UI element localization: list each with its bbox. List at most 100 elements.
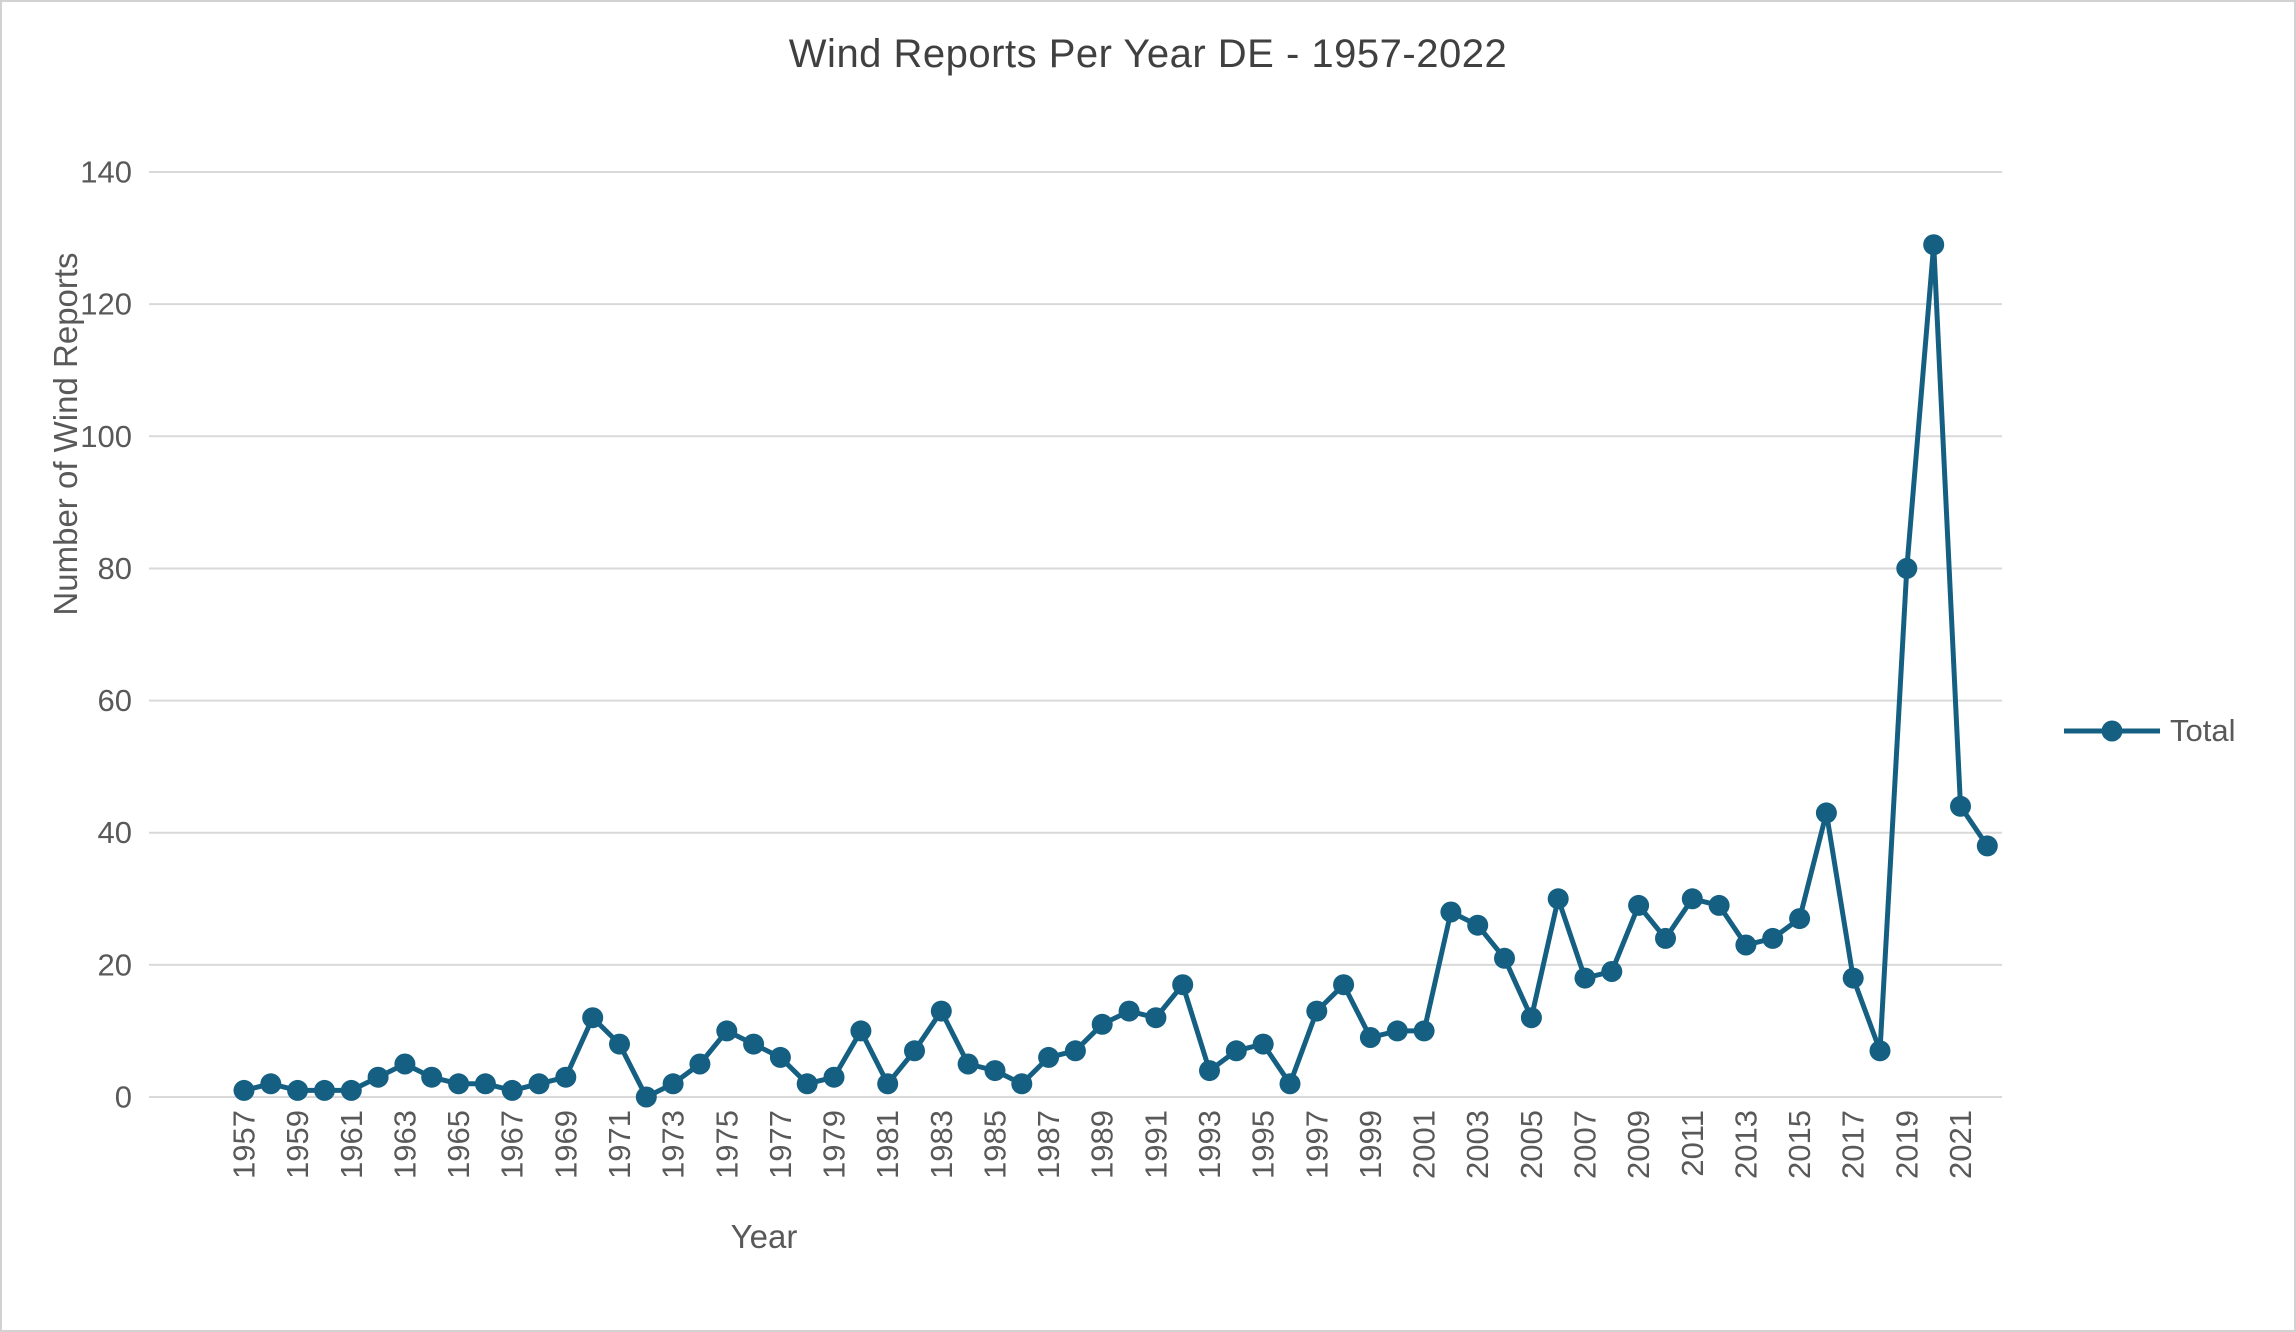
data-point-marker: [1145, 1007, 1167, 1029]
x-tick-label: 1977: [763, 1110, 798, 1179]
data-point-marker: [1172, 974, 1194, 996]
x-tick-label: 1959: [280, 1110, 315, 1179]
series-line: [241, 242, 1990, 1100]
data-point-marker: [1762, 927, 1784, 949]
data-point-marker: [689, 1053, 711, 1075]
x-tick-label: 1963: [387, 1110, 422, 1179]
data-point-marker: [635, 1086, 657, 1108]
data-point-marker: [394, 1053, 416, 1075]
chart-title: Wind Reports Per Year DE - 1957-2022: [788, 32, 1508, 76]
x-tick-label: 2003: [1460, 1110, 1495, 1179]
data-point-marker: [1789, 908, 1811, 930]
data-point-marker: [1306, 1000, 1328, 1022]
data-point-marker: [528, 1073, 550, 1095]
x-tick-label: 1989: [1085, 1110, 1120, 1179]
data-point-marker: [1896, 557, 1918, 579]
data-point-marker: [501, 1079, 523, 1101]
y-tick-label: 60: [98, 683, 132, 718]
x-tick-label: 1979: [817, 1110, 852, 1179]
data-point-marker: [474, 1073, 496, 1095]
x-tick-label: 1981: [870, 1110, 905, 1179]
data-point-marker: [1628, 894, 1650, 916]
data-point-marker: [1494, 947, 1515, 969]
data-point-marker: [1199, 1060, 1220, 1082]
x-tick-label: 2017: [1836, 1110, 1871, 1179]
x-tick-label: 2009: [1621, 1110, 1656, 1179]
data-point-marker: [1225, 1040, 1247, 1062]
data-point-marker: [1091, 1013, 1113, 1035]
data-point-marker: [1815, 802, 1837, 824]
data-point-marker: [260, 1073, 282, 1095]
data-point-marker: [984, 1060, 1006, 1082]
data-point-marker: [1601, 961, 1623, 982]
data-point-marker: [796, 1073, 818, 1095]
data-point-marker: [1413, 1020, 1435, 1042]
data-point-marker: [1467, 914, 1489, 936]
data-point-marker: [1252, 1033, 1274, 1055]
y-tick-label: 40: [98, 815, 132, 850]
x-tick-label: 1983: [924, 1110, 959, 1179]
data-point-marker: [1923, 234, 1945, 256]
x-tick-label: 2015: [1782, 1110, 1817, 1179]
data-point-marker: [448, 1073, 470, 1095]
data-point-marker: [1869, 1040, 1891, 1062]
x-tick-label: 1999: [1353, 1110, 1388, 1179]
x-tick-label: 2021: [1943, 1110, 1978, 1179]
x-tick-label: 1975: [709, 1110, 744, 1179]
x-axis-title: Year: [730, 1218, 798, 1255]
data-point-marker: [1547, 888, 1569, 910]
data-point-marker: [367, 1066, 389, 1088]
x-tick-label: 1985: [977, 1110, 1012, 1179]
x-tick-label: 1969: [548, 1110, 583, 1179]
x-tick-label: 2001: [1407, 1110, 1442, 1179]
x-tick-label: 2007: [1568, 1110, 1603, 1179]
x-tick-label: 1973: [656, 1110, 691, 1179]
x-tick-label: 1967: [495, 1110, 530, 1179]
data-point-marker: [1681, 888, 1703, 910]
data-point-marker: [1440, 901, 1462, 923]
x-tick-label: 2011: [1675, 1110, 1710, 1177]
data-point-marker: [582, 1007, 604, 1029]
data-point-marker: [823, 1066, 845, 1088]
data-point-marker: [769, 1046, 791, 1068]
data-point-marker: [877, 1073, 899, 1095]
data-point-marker: [1574, 967, 1596, 989]
data-point-marker: [609, 1033, 630, 1055]
data-point-marker: [716, 1020, 738, 1042]
x-tick-label: 1957: [227, 1110, 262, 1179]
data-point-marker: [1359, 1027, 1381, 1048]
x-tick-label: 2013: [1728, 1110, 1763, 1179]
data-point-marker: [1011, 1073, 1033, 1095]
data-point-marker: [1655, 927, 1676, 949]
x-tick-label: 1991: [1138, 1110, 1173, 1179]
y-tick-label: 140: [80, 155, 132, 190]
x-tick-label: 1993: [1192, 1110, 1227, 1179]
data-point-marker: [1950, 795, 1971, 817]
x-tick-label: 2005: [1514, 1110, 1549, 1179]
data-point-marker: [1386, 1020, 1408, 1042]
data-point-marker: [1118, 1000, 1140, 1022]
data-point-marker: [421, 1066, 443, 1088]
data-point-marker: [1735, 934, 1757, 956]
legend-marker-icon: [2101, 720, 2123, 742]
x-tick-label: 1971: [602, 1110, 637, 1179]
data-point-marker: [1842, 967, 1864, 989]
data-point-marker: [1064, 1040, 1086, 1062]
data-point-marker: [1038, 1046, 1060, 1068]
data-point-marker: [743, 1033, 765, 1055]
y-tick-label: 100: [80, 419, 132, 454]
data-point-marker: [850, 1020, 872, 1042]
data-point-marker: [1976, 835, 1998, 857]
y-tick-label: 80: [98, 551, 132, 586]
data-point-marker: [957, 1053, 979, 1075]
data-point-marker: [930, 1000, 952, 1022]
data-point-marker: [1708, 894, 1730, 916]
x-tick-label: 1965: [441, 1110, 476, 1179]
legend-label: Total: [2170, 713, 2236, 748]
x-tick-label: 1961: [334, 1110, 369, 1179]
data-point-marker: [314, 1079, 335, 1101]
data-point-marker: [662, 1073, 684, 1095]
data-point-marker: [904, 1040, 925, 1062]
